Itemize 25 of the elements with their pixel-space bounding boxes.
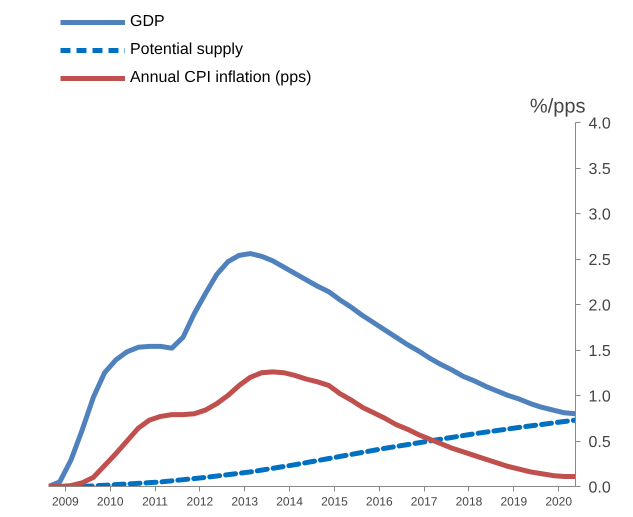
y-tick-label: 3.0 xyxy=(588,206,611,224)
y-tick-label: 3.5 xyxy=(588,161,611,178)
y-tick-label: 0.5 xyxy=(588,434,611,451)
x-tick-label: 2011 xyxy=(142,494,168,508)
y-tick-label: 4.0 xyxy=(588,116,611,132)
x-tick-label: 2016 xyxy=(366,494,393,508)
y-tick-label: 1.5 xyxy=(588,343,611,360)
x-tick-label: 2019 xyxy=(500,494,528,508)
y-tick-label: 1.0 xyxy=(588,388,611,406)
x-tick-label: 2009 xyxy=(52,494,79,508)
x-tick-label: 2010 xyxy=(96,494,124,508)
y-tick-label: 2.0 xyxy=(588,298,611,314)
legend-label: Potential supply xyxy=(130,41,243,59)
x-tick-label: 2017 xyxy=(410,494,438,508)
legend-label: Annual CPI inflation (pps) xyxy=(130,69,312,87)
x-tick-label: 2014 xyxy=(276,494,304,508)
legend-label: GDP xyxy=(130,13,165,31)
y-axis-title: %/pps xyxy=(530,96,586,118)
x-tick-label: 2018 xyxy=(456,494,483,508)
x-tick-label: 2012 xyxy=(186,494,214,508)
y-tick-label: 2.5 xyxy=(588,252,611,269)
y-tick-label: 0.0 xyxy=(588,480,611,496)
x-tick-label: 2020 xyxy=(545,494,572,508)
x-tick-label: 2015 xyxy=(321,494,348,508)
x-tick-label: 2013 xyxy=(231,494,258,508)
